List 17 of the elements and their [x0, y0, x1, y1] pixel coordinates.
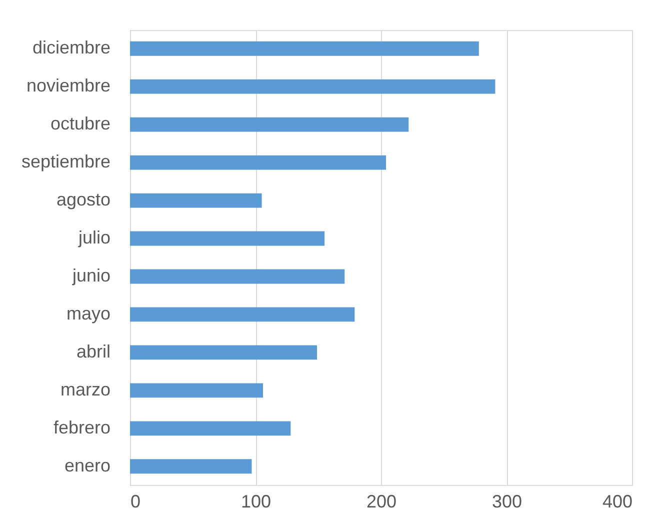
y-tick-label: junio: [71, 265, 110, 286]
y-tick-label: febrero: [53, 417, 110, 438]
y-tick-label: marzo: [60, 379, 110, 400]
y-tick-label: abril: [76, 341, 110, 362]
y-tick-label: julio: [77, 228, 110, 248]
y-tick-label: diciembre: [32, 38, 110, 58]
x-tick-label: 100: [240, 492, 272, 512]
y-tick-label: septiembre: [21, 152, 110, 172]
y-tick-label: noviembre: [26, 76, 110, 96]
x-tick-label: 0: [130, 492, 141, 512]
y-tick-label: octubre: [50, 114, 110, 134]
x-tick-label: 300: [492, 492, 522, 512]
x-tick-label: 200: [366, 492, 397, 512]
x-tick-label: 400: [602, 492, 632, 512]
y-tick-label: agosto: [56, 190, 110, 210]
y-tick-label: mayo: [66, 303, 110, 324]
y-tick-label: enero: [64, 455, 110, 476]
